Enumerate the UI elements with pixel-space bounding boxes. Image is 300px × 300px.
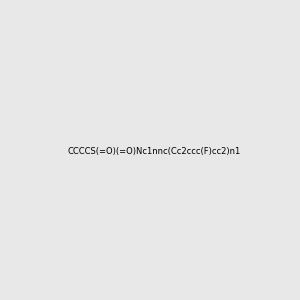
Text: CCCCS(=O)(=O)Nc1nnc(Cc2ccc(F)cc2)n1: CCCCS(=O)(=O)Nc1nnc(Cc2ccc(F)cc2)n1 [67,147,240,156]
